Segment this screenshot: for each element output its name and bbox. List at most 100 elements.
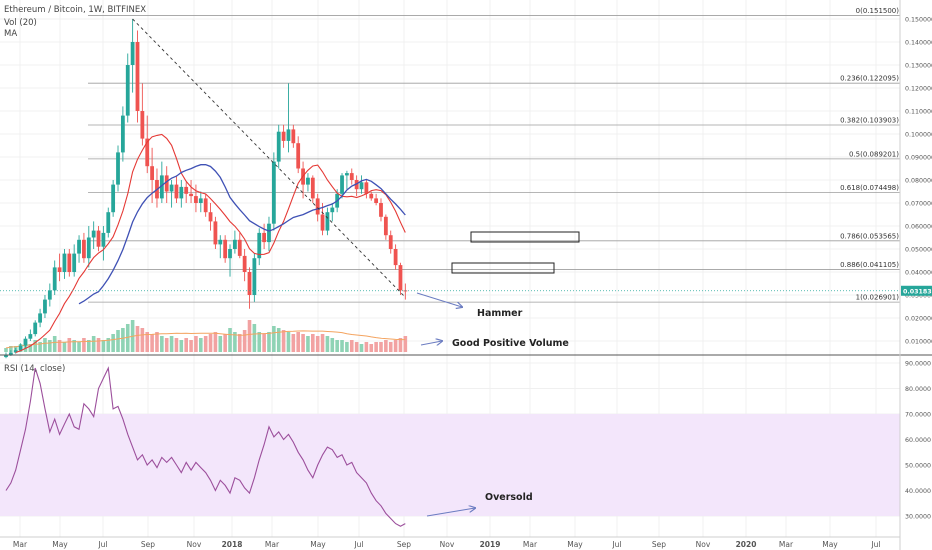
- candle-body: [174, 184, 179, 199]
- candle-body: [306, 177, 310, 185]
- candle-body: [120, 115, 125, 153]
- time-tick-label: Mar: [523, 540, 538, 549]
- volume-bar: [384, 340, 388, 352]
- candle-body: [96, 230, 101, 247]
- volume-bar: [374, 342, 378, 352]
- candle-body: [359, 182, 364, 190]
- volume-bar: [311, 334, 315, 352]
- ma-fast-line: [15, 133, 406, 354]
- candle-body: [86, 237, 91, 259]
- candle-body: [91, 230, 96, 238]
- volume-bar: [208, 334, 213, 352]
- volume-bar: [4, 348, 8, 352]
- candle-body: [101, 232, 106, 247]
- rsi-indicator-label: RSI (14, close): [4, 364, 65, 374]
- fib-level-label: 0.886(0.041105): [840, 261, 899, 269]
- candle-body: [57, 267, 62, 272]
- volume-bar: [393, 340, 398, 352]
- candle-body: [208, 212, 213, 222]
- candle-body: [43, 299, 47, 314]
- candle-body: [23, 338, 28, 346]
- candle-body: [286, 129, 291, 141]
- volume-bar: [286, 332, 291, 352]
- volume-bar: [140, 328, 145, 352]
- time-tick-label: Mar: [13, 540, 28, 549]
- volume-bar: [252, 324, 257, 352]
- time-tick-label: Jul: [353, 540, 363, 549]
- candle-body: [82, 239, 86, 259]
- volume-bar: [330, 338, 335, 352]
- volume-bar: [194, 336, 198, 352]
- time-tick-label: 2020: [736, 540, 757, 549]
- candle-body: [28, 334, 33, 339]
- candle-body: [232, 239, 237, 249]
- volume-bar: [340, 340, 344, 352]
- volume-bar: [86, 340, 91, 352]
- volume-bar: [301, 334, 305, 352]
- fib-level-label: 0.5(0.089201): [849, 150, 899, 158]
- volume-bar: [96, 338, 101, 352]
- time-tick-label: Jul: [870, 540, 880, 549]
- candle-body: [393, 249, 398, 266]
- volume-bar: [228, 328, 232, 352]
- candle-body: [8, 352, 13, 355]
- volume-arrow: [420, 341, 442, 345]
- volume-bar: [38, 342, 42, 352]
- descending-trendline: [132, 18, 406, 298]
- fibonacci-retracement: 0(0.151500) 0.236(0.122095) 0.382(0.103903…: [88, 7, 900, 303]
- volume-bar: [145, 332, 150, 352]
- candle-body: [354, 180, 359, 190]
- candle-body: [340, 175, 344, 194]
- candle-body: [169, 184, 174, 192]
- volume-bar: [320, 334, 325, 352]
- annotation-good-positive-volume: Good Positive Volume: [452, 338, 569, 349]
- ma-slow-line: [78, 164, 406, 305]
- ma-indicator-label: MA: [4, 29, 17, 39]
- candle-body: [383, 216, 388, 236]
- rsi-path: [5, 366, 406, 527]
- candle-body: [67, 253, 72, 272]
- volume-bar: [101, 340, 106, 352]
- candle-body: [267, 223, 271, 243]
- candle-body: [369, 193, 374, 199]
- volume-bar: [43, 338, 47, 352]
- time-tick-label: Jul: [611, 540, 621, 549]
- candle-body: [223, 239, 228, 259]
- chart-drawings: [132, 18, 580, 517]
- volume-bar: [354, 342, 359, 352]
- volume-bar: [369, 344, 374, 352]
- rsi-overbought-oversold-band: [0, 414, 900, 516]
- candle-body: [62, 253, 67, 272]
- volume-bar: [169, 336, 174, 352]
- volume-bar: [91, 336, 96, 352]
- time-tick-label: Mar: [265, 540, 280, 549]
- volume-bar: [306, 336, 310, 352]
- annotation-oversold: Oversold: [485, 492, 533, 503]
- volume-bar: [315, 336, 320, 352]
- price-tick-label: 0.150000: [905, 17, 932, 24]
- candlesticks: [4, 19, 408, 359]
- candle-body: [38, 313, 42, 323]
- candle-body: [194, 196, 198, 203]
- candle-body: [379, 203, 383, 217]
- volume-bar: [77, 342, 81, 352]
- volume-bar: [199, 338, 203, 352]
- volume-bar: [267, 332, 271, 352]
- volume-bar: [349, 340, 354, 352]
- hammer-arrow: [416, 292, 462, 307]
- volume-bar: [281, 330, 286, 352]
- rsi-tick-label: 40.0000: [905, 488, 931, 495]
- target-box-lower: [451, 262, 555, 274]
- volume-bar: [184, 338, 188, 352]
- candle-body: [218, 239, 223, 245]
